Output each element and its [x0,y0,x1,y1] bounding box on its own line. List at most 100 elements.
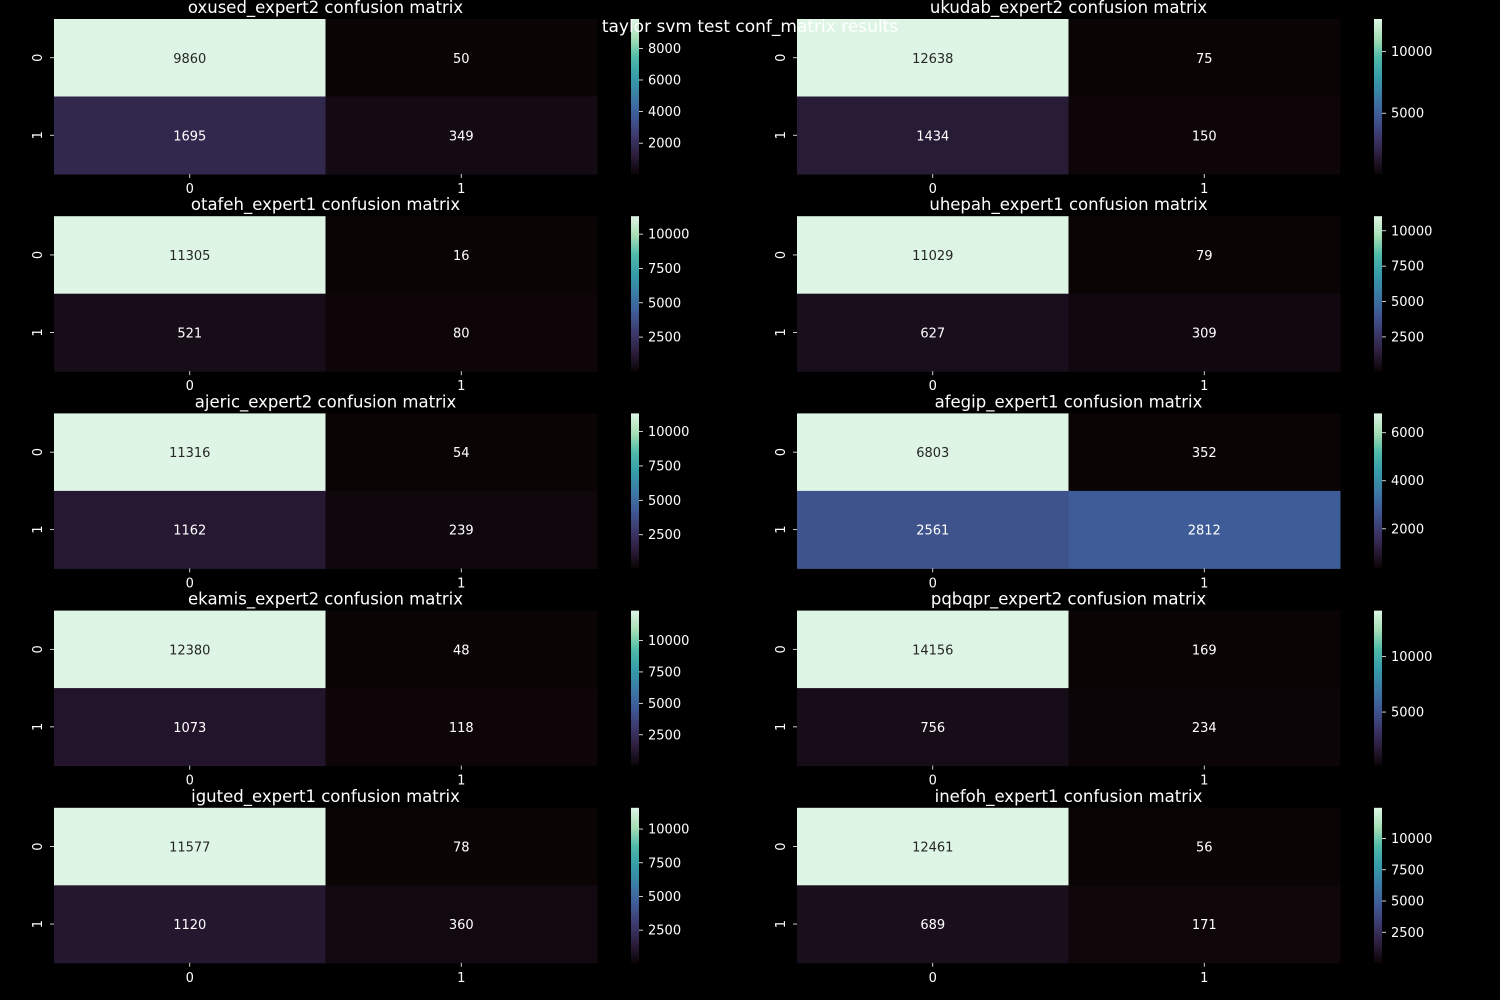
x-tick-label: 0 [186,379,194,394]
cell-value-label: 11305 [169,249,210,264]
cell-value-label: 1434 [916,129,949,144]
colorbar-tick-label: 2500 [1391,926,1424,941]
heatmap-cell [1068,807,1341,886]
colorbar-tick-label: 7500 [648,856,681,871]
heatmap-cell [54,807,326,886]
y-tick-label: 0 [31,842,46,850]
colorbar-tick-label: 4000 [1391,474,1424,489]
y-tick-label: 0 [774,54,789,62]
y-tick-label: 1 [774,723,789,731]
cell-value-label: 1695 [173,129,206,144]
colorbar-tick-label: 2500 [1391,330,1424,345]
heatmap-cell [54,490,326,569]
cell-value-label: 11577 [169,841,210,856]
colorbar-tick-label: 5000 [1391,706,1424,721]
colorbar-tick-label: 2000 [648,137,681,152]
colorbar-tick-label: 5000 [648,494,681,509]
cell-value-label: 171 [1192,918,1217,933]
confusion-matrix-panel: 12638 75 1434 150 ukudab_expert2 confusion m… [774,0,1432,197]
x-tick-label: 0 [186,182,194,197]
heatmap-cell [54,610,326,689]
colorbar-tick-label: 2000 [1391,522,1424,537]
cell-value-label: 12638 [912,52,953,67]
cell-value-label: 239 [449,524,474,539]
heatmap-cell [1068,490,1341,569]
heatmap-cell [54,19,326,97]
y-tick-label: 0 [31,448,46,456]
y-tick-label: 1 [774,526,789,534]
cell-value-label: 2812 [1188,524,1221,539]
colorbar [1374,19,1382,174]
colorbar [631,216,639,372]
x-tick-label: 1 [457,971,465,986]
heatmap-cell [1068,19,1341,97]
panel-title: oxused_expert2 confusion matrix [188,0,463,18]
colorbar-tick-label: 2500 [648,331,681,346]
colorbar-tick-label: 10000 [648,634,689,649]
colorbar-tick-label: 5000 [648,697,681,712]
x-tick-label: 0 [929,182,937,197]
colorbar [1374,610,1382,766]
heatmap-cell [1068,610,1341,689]
cell-value-label: 1120 [173,918,206,933]
cell-value-label: 360 [449,918,474,933]
heatmap-cell [325,293,598,372]
panel-title: uhepah_expert1 confusion matrix [929,195,1207,215]
cell-value-label: 627 [920,326,945,341]
colorbar [631,413,639,569]
heatmap-cell [797,96,1069,175]
cell-value-label: 50 [453,52,470,67]
colorbar-tick-label: 6000 [648,73,681,88]
x-tick-label: 1 [1200,774,1208,789]
heatmap-cell [797,610,1069,689]
colorbar-tick-label: 7500 [648,665,681,680]
y-tick-label: 0 [31,54,46,62]
colorbar-tick-label: 5000 [1391,295,1424,310]
heatmap-cell [325,96,598,175]
heatmap-cell [1068,413,1341,492]
heatmap-cell [1068,688,1341,767]
x-tick-label: 0 [186,576,194,591]
y-tick-label: 1 [774,131,789,139]
cell-value-label: 352 [1192,446,1217,461]
cell-value-label: 12461 [912,841,953,856]
cell-value-label: 12380 [169,643,210,658]
cell-value-label: 349 [449,129,474,144]
cell-value-label: 48 [453,643,470,658]
cell-value-label: 79 [1196,249,1213,264]
colorbar-tick-label: 5000 [1391,895,1424,910]
cell-value-label: 56 [1196,841,1213,856]
heatmap-cell [54,96,326,175]
panel-title: ekamis_expert2 confusion matrix [188,590,463,610]
y-tick-label: 0 [774,251,789,259]
heatmap-cell [797,885,1069,964]
x-tick-label: 1 [457,576,465,591]
cell-value-label: 309 [1192,326,1217,341]
colorbar-tick-label: 6000 [1391,426,1424,441]
heatmap-cell [325,610,598,689]
colorbar-tick-label: 7500 [1391,863,1424,878]
panel-title: ukudab_expert2 confusion matrix [930,0,1207,18]
confusion-matrix-panel: 11305 16 521 80 otafeh_expert1 confusion mat… [31,195,689,394]
cell-value-label: 2561 [916,524,949,539]
x-tick-label: 1 [457,379,465,394]
confusion-matrix-panel: 11029 79 627 309 uhepah_expert1 confusion ma… [774,195,1432,394]
heatmap-cell [325,807,598,886]
x-tick-label: 0 [929,576,937,591]
cell-value-label: 1073 [173,721,206,736]
cell-value-label: 169 [1192,643,1217,658]
cell-value-label: 14156 [912,643,953,658]
heatmap-cell [54,293,326,372]
cell-value-label: 54 [453,446,470,461]
cell-value-label: 78 [453,841,470,856]
heatmap-cell [325,19,598,97]
x-tick-label: 1 [457,774,465,789]
panel-title: ajeric_expert2 confusion matrix [195,392,457,412]
cell-value-label: 16 [453,249,470,264]
heatmap-cell [54,413,326,492]
colorbar [1374,807,1382,963]
x-tick-label: 0 [186,774,194,789]
x-tick-label: 0 [929,379,937,394]
colorbar [631,807,639,963]
colorbar-tick-label: 5000 [648,890,681,905]
